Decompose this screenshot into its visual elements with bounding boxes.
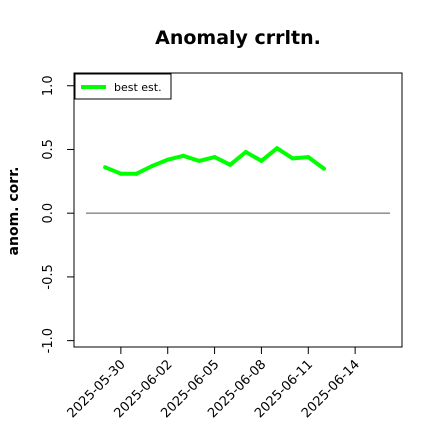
legend-label: best est. — [114, 81, 162, 94]
data-point — [243, 150, 248, 154]
data-point — [134, 171, 139, 176]
data-point — [118, 171, 123, 176]
series-line — [103, 146, 326, 176]
y-tick-label: 0.0 — [41, 203, 56, 224]
plot-frame — [73, 72, 403, 348]
chart-title: Anomaly crrltn. — [155, 27, 321, 49]
data-point — [290, 156, 295, 161]
y-axis: -1.0 -0.5 0.0 0.5 1.0 — [41, 75, 74, 353]
data-point — [259, 158, 264, 163]
y-tick-label: -1.0 — [41, 328, 56, 353]
x-axis: 2025-05-302025-06-022025-06-052025-06-08… — [65, 347, 363, 421]
y-axis-label: anom. corr. — [6, 167, 22, 256]
data-point — [150, 164, 155, 168]
data-point — [321, 166, 326, 171]
data-point — [197, 158, 201, 163]
data-point — [103, 165, 108, 170]
series-layer — [103, 146, 326, 176]
data-point — [165, 157, 170, 162]
legend: best est. — [74, 73, 172, 100]
y-tick-label: 0.5 — [41, 139, 56, 160]
data-point — [228, 162, 233, 167]
data-point — [181, 153, 186, 158]
data-point — [212, 155, 217, 160]
y-tick-label: -0.5 — [41, 264, 56, 289]
data-point — [275, 146, 279, 151]
data-point — [306, 155, 311, 160]
y-tick-label: 1.0 — [41, 75, 56, 96]
